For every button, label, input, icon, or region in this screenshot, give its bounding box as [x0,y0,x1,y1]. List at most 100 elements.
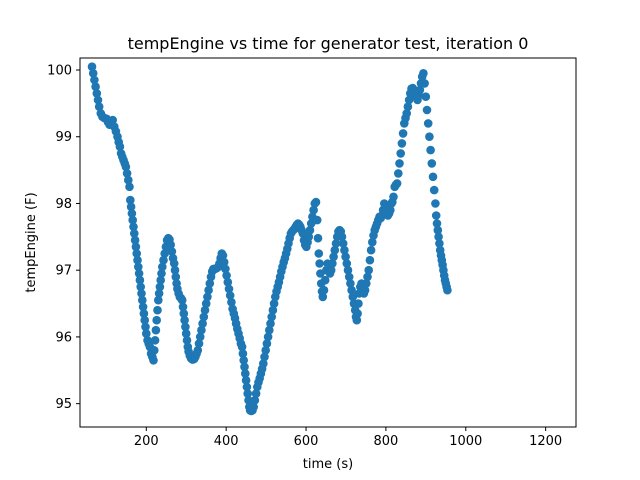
data-point [425,132,434,141]
data-point [421,92,431,101]
data-point [153,305,162,315]
data-point [364,265,374,275]
data-point [178,302,188,312]
data-point [403,102,413,111]
data-points [87,62,452,416]
data-point [204,285,213,295]
data-point [121,162,131,172]
data-point [404,95,414,105]
data-point [315,259,324,268]
data-point [90,75,99,85]
data-point [150,336,160,345]
data-point [195,332,205,342]
data-point [125,182,134,192]
x-axis-label: time (s) [303,457,353,472]
data-point [269,299,279,308]
data-point [243,389,252,398]
data-point [124,175,133,185]
plot-frame [79,57,577,428]
data-point [266,319,275,328]
x-tick-label: 200 [134,434,159,449]
data-point [167,247,177,256]
data-point [263,332,273,342]
data-point [169,259,179,268]
data-point [193,346,203,355]
data-point [92,89,102,98]
data-point [431,199,440,208]
data-point [88,69,98,78]
data-point [177,295,187,305]
y-axis-label: tempEngine (F) [24,192,39,292]
data-point [386,205,395,215]
data-point [130,235,140,245]
data-point [260,352,269,362]
data-point [135,275,145,285]
data-point [134,269,144,278]
data-point [318,292,328,302]
data-point [434,232,443,242]
data-point [422,105,432,115]
data-point [222,271,231,280]
data-point [160,249,169,258]
data-point [129,222,138,232]
data-point [131,242,141,252]
data-point [396,149,406,158]
data-point [433,225,443,235]
data-point [432,219,442,228]
data-point [239,356,248,365]
data-point [181,322,190,332]
data-point [155,282,165,292]
y-tick-label: 98 [55,197,72,212]
data-point [180,315,189,325]
data-point [259,359,268,368]
data-point [140,315,149,325]
data-point [389,192,398,202]
data-point [353,309,362,318]
data-point [139,309,149,318]
data-point [218,251,228,260]
data-point [201,299,211,308]
data-point [94,102,104,111]
data-point [304,232,314,242]
y-tick-label: 96 [55,330,72,345]
data-point [200,305,210,315]
x-tick-label: 800 [373,434,398,449]
data-point [198,319,207,328]
data-point [305,225,315,235]
data-point [267,312,277,322]
data-point [365,255,375,265]
data-point [265,325,274,335]
data-point [87,62,97,71]
data-point [363,272,372,282]
data-point [309,205,318,215]
data-point [223,277,233,287]
x-tick-label: 1000 [449,434,482,449]
data-point [221,264,230,274]
data-point [319,285,329,295]
data-point [427,159,437,168]
data-point [344,272,354,282]
data-point [249,402,258,412]
data-point [108,115,117,125]
data-point [368,237,377,247]
data-point [128,215,137,225]
data-point [268,305,278,315]
data-point [261,346,271,355]
data-point [428,172,438,182]
data-point [137,289,146,298]
y-tick-label: 99 [55,130,72,145]
y-tick-label: 100 [47,64,72,79]
x-axis-ticks: 200 400 600 800 1000 1200 [134,427,562,449]
data-point [326,265,336,275]
data-point [132,249,141,258]
data-point [395,159,404,168]
data-point [126,195,135,205]
data-point [115,142,125,151]
data-point [341,252,350,262]
data-point [312,215,322,225]
data-point [194,339,204,348]
data-point [402,109,412,118]
data-point [348,292,358,302]
data-point [397,139,407,148]
